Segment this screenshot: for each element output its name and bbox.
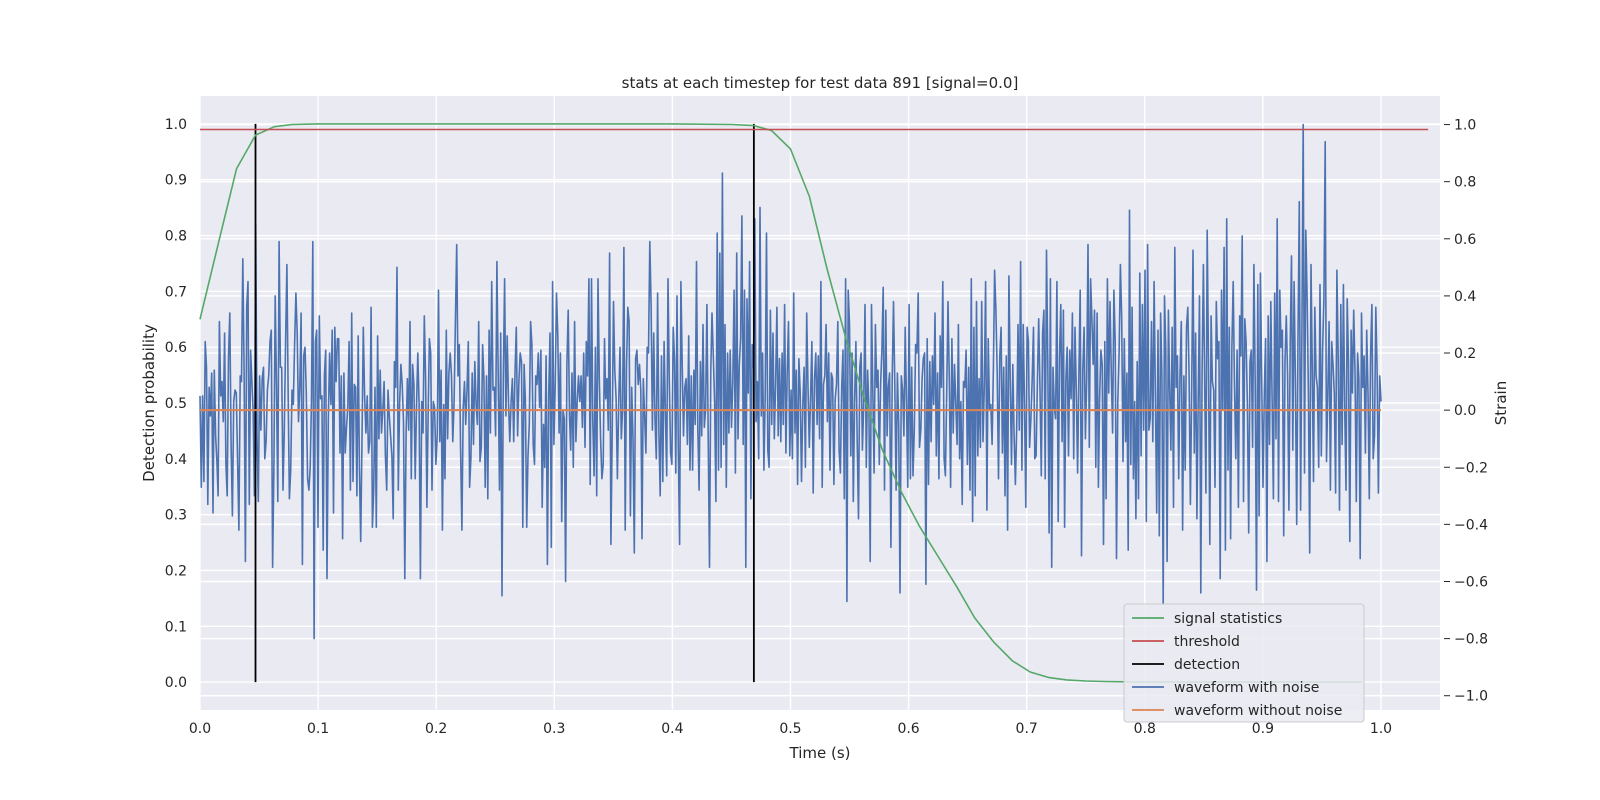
x-tick-label: 0.3 <box>543 721 565 737</box>
y-right-tick-label: 1.0 <box>1454 118 1476 134</box>
x-tick-label: 0.0 <box>189 721 211 737</box>
y-right-tick-label: −0.2 <box>1454 460 1488 476</box>
y-tick-label: 0.0 <box>165 675 187 691</box>
x-tick-label: 1.0 <box>1370 721 1392 737</box>
y-right-tick-label: 0.4 <box>1454 289 1476 305</box>
x-axis-label: Time (s) <box>789 744 851 762</box>
x-tick-label: 0.4 <box>661 721 683 737</box>
y-tick-label: 0.2 <box>165 563 187 579</box>
y-right-tick-label: −0.6 <box>1454 574 1488 590</box>
y-tick-label: 0.4 <box>165 452 187 468</box>
y-right-tick-label: −0.8 <box>1454 632 1488 648</box>
x-tick-label: 0.2 <box>425 721 447 737</box>
waveform-with-noise-line <box>199 123 1382 640</box>
y-tick-label: 0.8 <box>165 229 187 245</box>
signal-statistics-line <box>199 123 1363 683</box>
x-tick-label: 0.6 <box>897 721 919 737</box>
legend-items: signal statistics threshold detection wavef… <box>1132 611 1342 719</box>
y-tick-label: 0.7 <box>165 284 187 300</box>
y-right-tick-label: −0.4 <box>1454 517 1488 533</box>
y-right-tick-label: 0.2 <box>1454 346 1476 362</box>
x-tick-label: 0.8 <box>1134 721 1156 737</box>
legend-label-threshold: threshold <box>1174 634 1240 650</box>
y-tick-label: 0.9 <box>165 173 187 189</box>
y-right-tick-label: −1.0 <box>1454 689 1488 705</box>
y-tick-label: 0.1 <box>165 619 187 635</box>
x-tick-label: 0.7 <box>1016 721 1038 737</box>
y-axis-label: Detection probability <box>140 324 158 482</box>
y-right-tick-label: 0.6 <box>1454 232 1476 248</box>
legend-box <box>1123 603 1365 723</box>
legend-label-signal-statistics: signal statistics <box>1174 611 1282 627</box>
y-right-tick-labels: −1.0 −0.8 −0.6 −0.4 −0.2 0.0 0.2 0.4 0.6 0.8 1.0 <box>1444 118 1488 705</box>
y-tick-labels: 0.0 0.1 0.2 0.3 0.4 0.5 0.6 0.7 0.8 0.9 1.0 <box>165 117 187 691</box>
legend: signal statistics threshold detection wavef… <box>1123 603 1365 723</box>
y-tick-label: 0.5 <box>165 396 187 412</box>
y-right-tick-label: 0.8 <box>1454 175 1476 191</box>
series <box>199 123 1429 683</box>
y-tick-label: 1.0 <box>165 117 187 133</box>
legend-label-waveform-with-noise: waveform with noise <box>1174 680 1319 696</box>
x-tick-labels: 0.0 0.1 0.2 0.3 0.4 0.5 0.6 0.7 0.8 0.9 1.0 <box>189 721 1392 737</box>
x-tick-label: 0.1 <box>307 721 329 737</box>
y-tick-label: 0.3 <box>165 508 187 524</box>
legend-label-detection: detection <box>1174 657 1240 673</box>
chart-title: stats at each timestep for test data 891… <box>622 74 1019 92</box>
y-right-tick-label: 0.0 <box>1454 403 1476 419</box>
y-right-axis-label: Strain <box>1492 381 1510 425</box>
x-tick-label: 0.9 <box>1252 721 1274 737</box>
legend-label-waveform-without-noise: waveform without noise <box>1174 703 1342 719</box>
x-tick-label: 0.5 <box>779 721 801 737</box>
y-tick-label: 0.6 <box>165 340 187 356</box>
